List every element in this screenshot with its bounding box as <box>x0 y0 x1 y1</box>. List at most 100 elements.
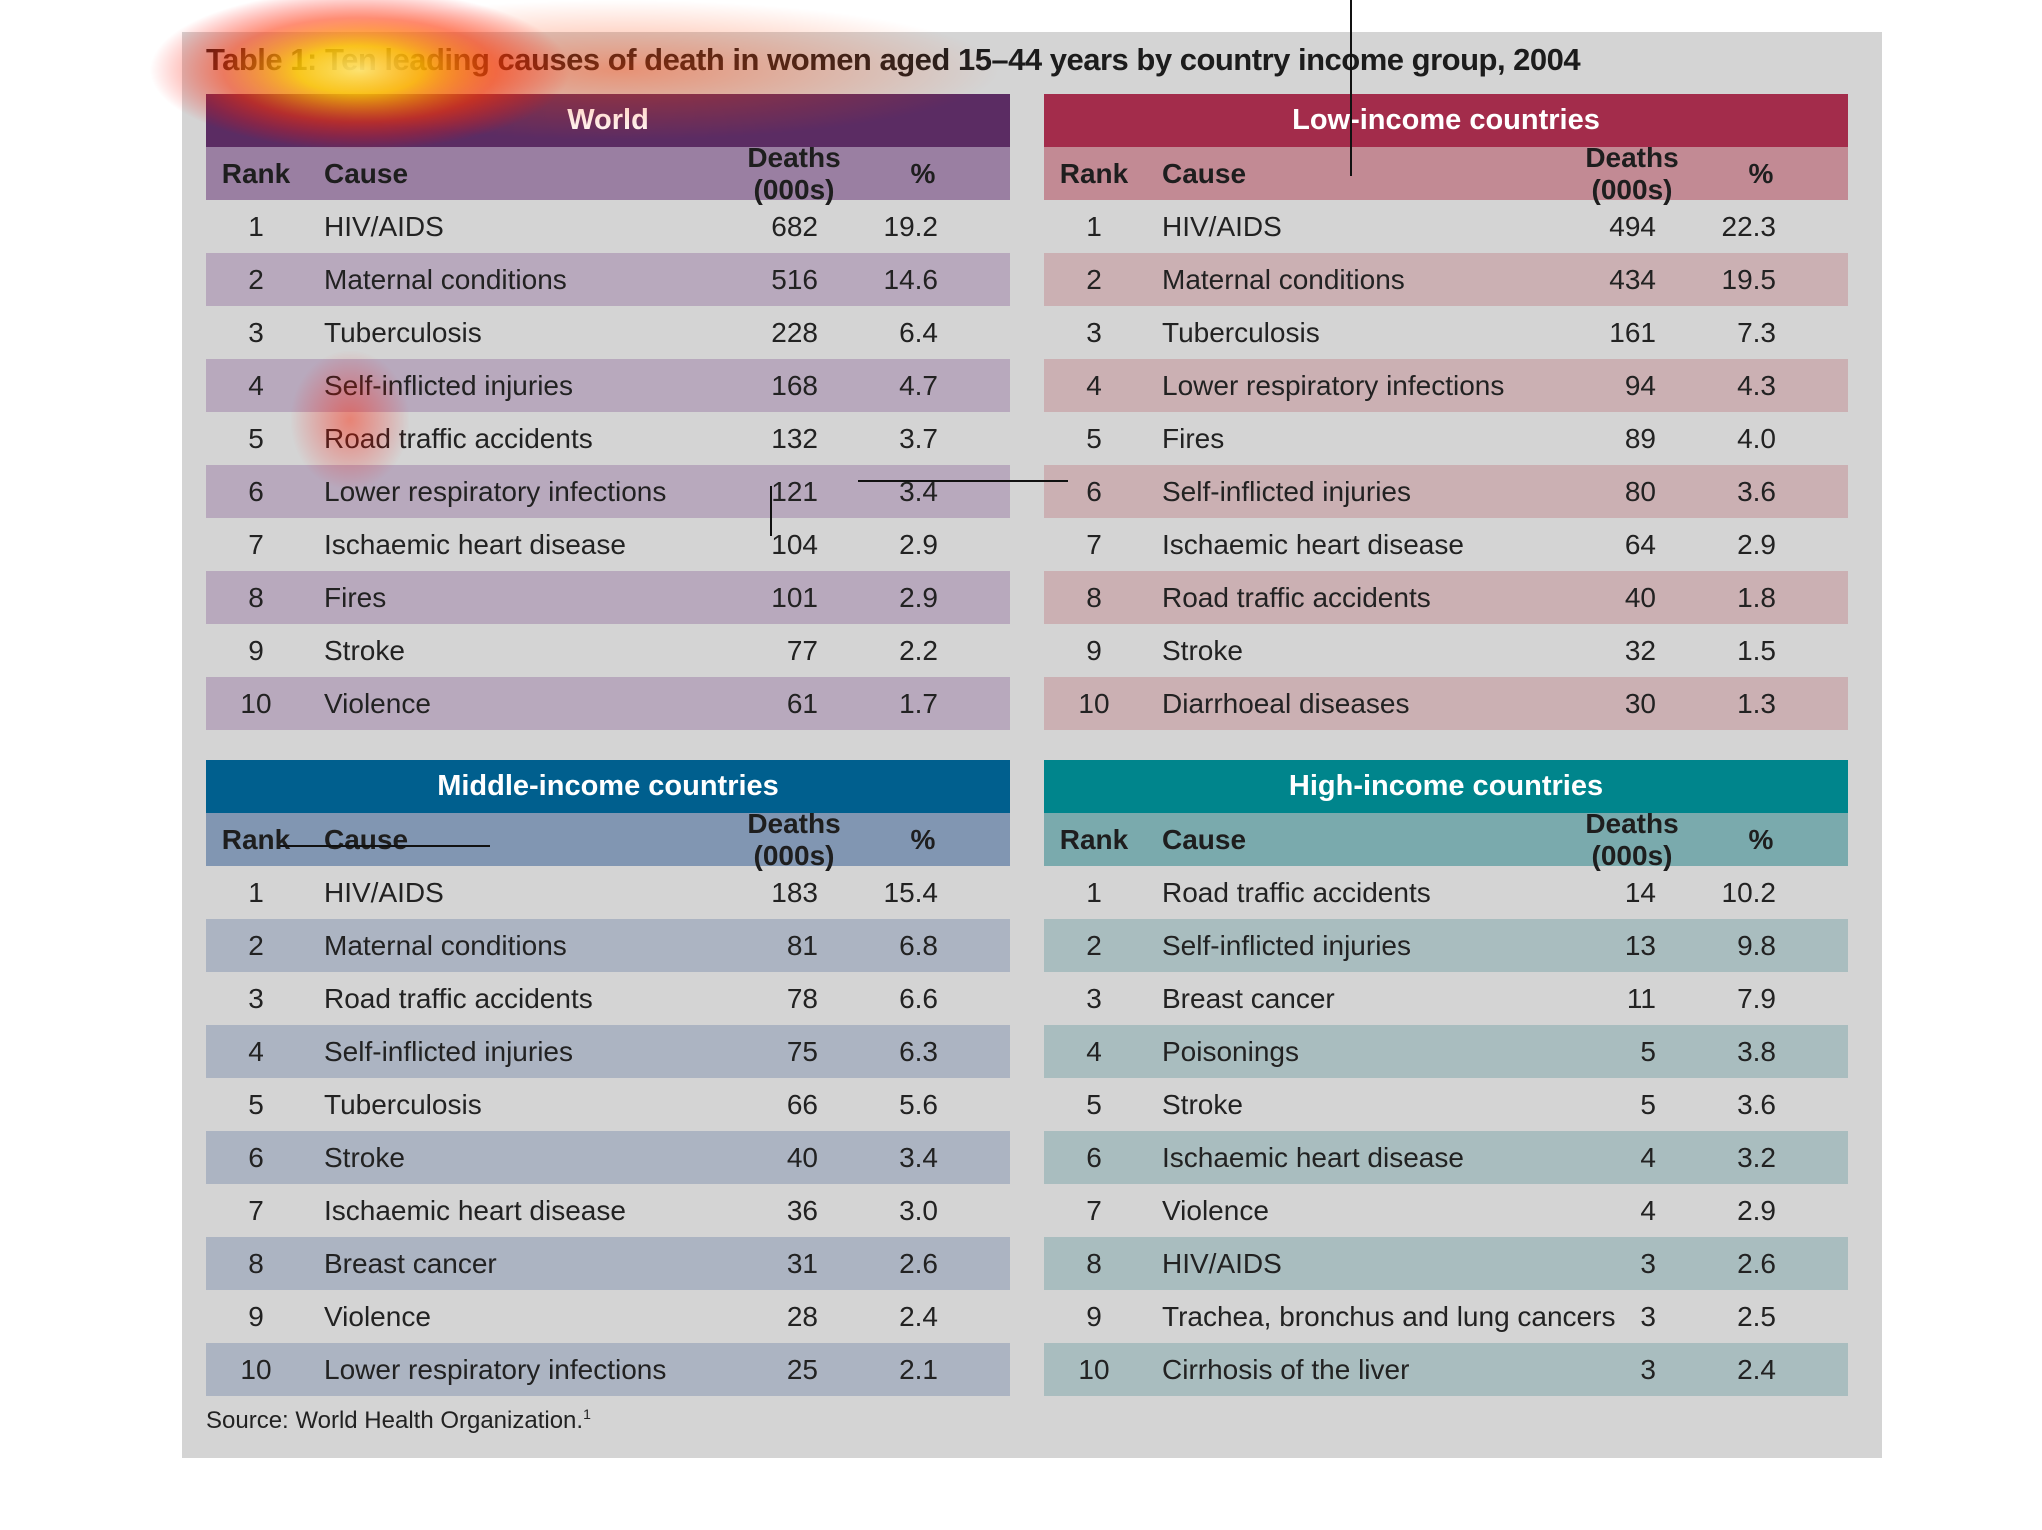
table-row: 8 Breast cancer 31 2.6 <box>206 1237 1010 1290</box>
percent-cell: 2.1 <box>899 1353 938 1385</box>
cause-cell: Violence <box>324 687 431 719</box>
cause-cell: Ischaemic heart disease <box>1162 1141 1464 1173</box>
percent-cell: 2.9 <box>899 581 938 613</box>
rank-cell: 10 <box>1078 687 1110 719</box>
table-row: 10 Cirrhosis of the liver 3 2.4 <box>1044 1343 1848 1396</box>
rank-cell: 3 <box>1086 982 1102 1014</box>
column-header-row: Rank Cause Deaths (000s)% <box>206 808 1010 871</box>
rank-cell: 9 <box>248 1300 264 1332</box>
deaths-cell: 81 <box>786 929 818 961</box>
cause-cell: Cirrhosis of the liver <box>1162 1353 1410 1385</box>
cause-cell: Tuberculosis <box>324 316 482 348</box>
table-row: 2 Maternal conditions 81 6.8 <box>206 919 1010 972</box>
deaths-cell: 434 <box>1609 263 1656 295</box>
table-row: 5 Stroke 5 3.6 <box>1044 1078 1848 1131</box>
rank-cell: 10 <box>1078 1353 1110 1385</box>
rank-cell: 3 <box>248 982 264 1014</box>
cause-cell: Breast cancer <box>324 1247 497 1279</box>
deaths-cell: 183 <box>771 876 818 908</box>
table-panel: Table 1: Ten leading causes of death in … <box>182 32 1882 1458</box>
deaths-cell: 94 <box>1624 369 1656 401</box>
column-header-rank: Rank <box>221 157 291 189</box>
source-note: Source: World Health Organization.1 <box>206 1406 591 1435</box>
table-row: 1 HIV/AIDS 494 22.3 <box>1044 200 1848 253</box>
percent-cell: 2.4 <box>1737 1353 1776 1385</box>
table-row: 3 Tuberculosis 161 7.3 <box>1044 306 1848 359</box>
percent-cell: 7.9 <box>1737 982 1776 1014</box>
column-header-rank: Rank <box>1059 823 1129 855</box>
percent-cell: 3.2 <box>1737 1141 1776 1173</box>
cause-cell: Stroke <box>1162 1088 1243 1120</box>
world-table: World Rank Cause Deaths (000s)% 1 HIV/AIDS 682… <box>206 94 1010 730</box>
rank-cell: 7 <box>1086 528 1102 560</box>
cause-cell: Fires <box>1162 422 1225 454</box>
deaths-cell: 77 <box>786 634 818 666</box>
rank-cell: 2 <box>248 263 264 295</box>
cause-cell: Ischaemic heart disease <box>324 1194 626 1226</box>
cause-cell: Maternal conditions <box>1162 263 1405 295</box>
cause-cell: Self-inflicted injuries <box>324 369 573 401</box>
table-row: 9 Stroke 77 2.2 <box>206 624 1010 677</box>
percent-cell: 22.3 <box>1721 210 1777 242</box>
percent-cell: 4.7 <box>899 369 938 401</box>
deaths-cell: 3 <box>1640 1300 1656 1332</box>
percent-cell: 2.6 <box>1737 1247 1776 1279</box>
column-header-row: Rank Cause Deaths (000s)% <box>206 142 1010 205</box>
percent-cell: 3.4 <box>899 1141 938 1173</box>
deaths-cell: 75 <box>786 1035 818 1067</box>
cause-cell: Lower respiratory infections <box>324 1353 667 1385</box>
column-header-percent: % <box>910 823 936 855</box>
rank-cell: 6 <box>248 1141 264 1173</box>
source-text: Source: World Health Organization. <box>206 1407 584 1434</box>
deaths-cell: 14 <box>1624 876 1656 908</box>
table-row: 1 HIV/AIDS 682 19.2 <box>206 200 1010 253</box>
cause-cell: Tuberculosis <box>324 1088 482 1120</box>
table-row: 4 Lower respiratory infections 94 4.3 <box>1044 359 1848 412</box>
deaths-cell: 4 <box>1640 1194 1656 1226</box>
rank-cell: 2 <box>1086 263 1102 295</box>
table-heading: World <box>206 94 1010 147</box>
rank-cell: 2 <box>1086 929 1102 961</box>
table-row: 10 Diarrhoeal diseases 30 1.3 <box>1044 677 1848 730</box>
percent-cell: 1.7 <box>899 687 938 719</box>
table-row: 1 HIV/AIDS 183 15.4 <box>206 866 1010 919</box>
percent-cell: 6.6 <box>899 982 938 1014</box>
cause-cell: HIV/AIDS <box>324 876 444 908</box>
table-row: 6 Ischaemic heart disease 4 3.2 <box>1044 1131 1848 1184</box>
percent-cell: 7.3 <box>1737 316 1776 348</box>
deaths-cell: 228 <box>771 316 818 348</box>
table-row: 7 Ischaemic heart disease 64 2.9 <box>1044 518 1848 571</box>
percent-cell: 2.4 <box>899 1300 938 1332</box>
percent-cell: 2.2 <box>899 634 938 666</box>
table-row: 9 Violence 28 2.4 <box>206 1290 1010 1343</box>
percent-cell: 1.5 <box>1737 634 1776 666</box>
deaths-cell: 32 <box>1624 634 1656 666</box>
table-row: 5 Road traffic accidents 132 3.7 <box>206 412 1010 465</box>
rank-cell: 5 <box>248 422 264 454</box>
stray-line-vertical-world <box>770 486 772 536</box>
rank-cell: 8 <box>1086 1247 1102 1279</box>
column-header-cause: Cause <box>324 157 409 189</box>
rank-cell: 6 <box>1086 1141 1102 1173</box>
percent-cell: 3.0 <box>899 1194 938 1226</box>
deaths-cell: 89 <box>1624 422 1656 454</box>
table-row: 3 Tuberculosis 228 6.4 <box>206 306 1010 359</box>
percent-cell: 2.9 <box>899 528 938 560</box>
rank-cell: 6 <box>248 475 264 507</box>
rank-cell: 1 <box>248 210 264 242</box>
column-header-percent: % <box>1748 157 1774 189</box>
source-footnote-ref: 1 <box>583 1406 591 1422</box>
cause-cell: Maternal conditions <box>324 929 567 961</box>
deaths-cell: 66 <box>786 1088 818 1120</box>
percent-cell: 2.9 <box>1737 528 1776 560</box>
table-heading: Low-income countries <box>1044 94 1848 147</box>
deaths-cell: 31 <box>786 1247 818 1279</box>
cause-cell: Fires <box>324 581 387 613</box>
rank-cell: 6 <box>1086 475 1102 507</box>
percent-cell: 1.3 <box>1737 687 1776 719</box>
rank-cell: 3 <box>248 316 264 348</box>
deaths-cell: 61 <box>786 687 818 719</box>
table-row: 9 Trachea, bronchus and lung cancers 3 2.5 <box>1044 1290 1848 1343</box>
rank-cell: 4 <box>1086 1035 1102 1067</box>
high-income-table: High-income countries Rank Cause Deaths (00… <box>1044 760 1848 1396</box>
